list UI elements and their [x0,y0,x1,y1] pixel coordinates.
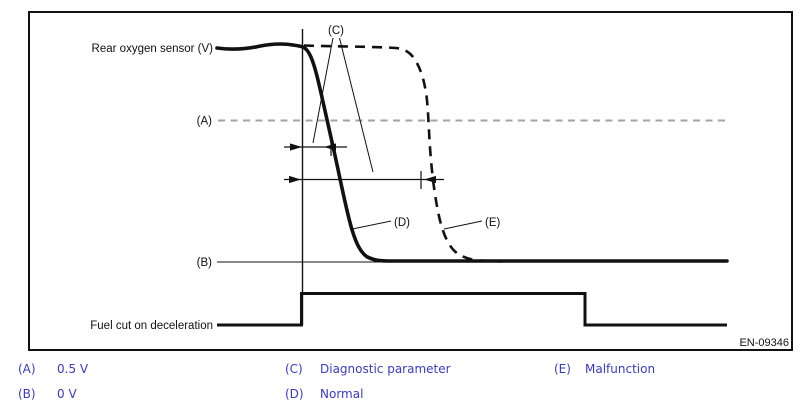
marker-a-label: (A) [197,116,213,128]
marker-e-label: (E) [485,217,501,229]
legend-value: 0 V [57,387,77,401]
legend: (A) 0.5 V (B) 0 V (C) Diagnostic parameter … [0,355,803,414]
normal-curve [215,42,729,263]
dimension-arrow-malfunction [284,171,444,189]
legend-value: Malfunction [585,362,656,376]
dimension-arrow-normal [284,139,347,156]
fuel-cut-signal [217,292,727,327]
figure-code: EN-09346 [739,337,789,349]
fuel-cut-axis-label: Fuel cut on deceleration [90,320,213,332]
legend-item-d: (D) Normal [285,387,363,401]
legend-item-e: (E) Malfunction [554,362,655,376]
legend-item-b: (B) 0 V [18,387,77,401]
legend-key: (D) [285,387,304,401]
malfunction-curve [303,44,503,263]
waveform-diagram: Rear oxygen sensor (V) (A) (B) (C) (D) (… [28,11,793,351]
sensor-axis-label: Rear oxygen sensor (V) [92,43,214,55]
legend-key: (B) [18,387,36,401]
marker-b-label: (B) [197,257,213,269]
legend-key: (E) [554,362,571,376]
leader-line-d [349,220,392,230]
leader-line-c-right [339,37,374,173]
legend-value: 0.5 V [57,362,89,376]
leader-line-c-left [312,37,334,144]
legend-item-a: (A) 0.5 V [18,362,88,376]
legend-value: Diagnostic parameter [320,362,451,376]
marker-c-label: (C) [328,25,344,37]
leader-line-e [443,220,483,230]
marker-d-label: (D) [394,217,410,229]
figure-border [28,11,793,351]
legend-key: (C) [285,362,303,376]
legend-key: (A) [18,362,36,376]
legend-item-c: (C) Diagnostic parameter [285,362,451,376]
legend-value: Normal [320,387,364,401]
